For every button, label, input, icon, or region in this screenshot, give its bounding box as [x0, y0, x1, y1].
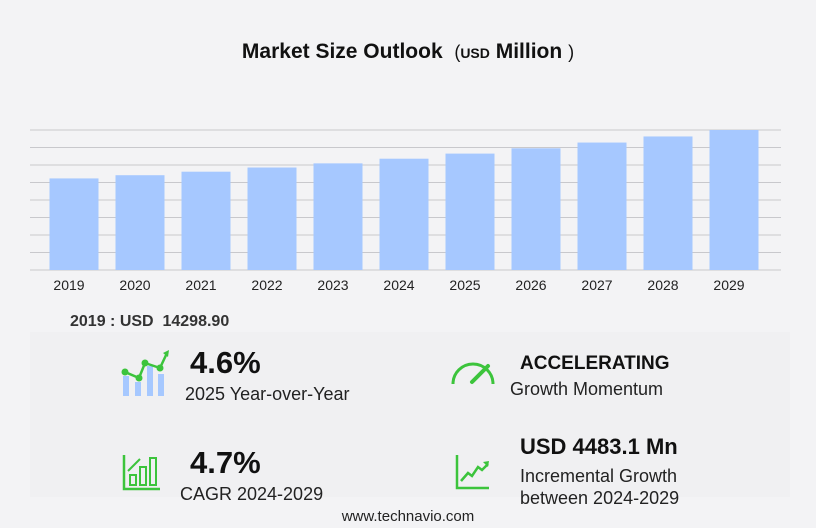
- bar-2028: [643, 136, 693, 270]
- x-tick-label: 2023: [317, 277, 348, 293]
- x-tick-label: 2026: [515, 277, 546, 293]
- base-year-value: 2019 : USD 14298.90: [70, 313, 230, 330]
- bar-2029: [709, 130, 759, 270]
- bar-2022: [247, 167, 297, 270]
- bar-2027: [577, 142, 627, 270]
- incremental-label: Incremental Growth: [520, 466, 678, 486]
- bar-2024: [379, 158, 429, 270]
- bar-2021: [181, 171, 231, 270]
- x-tick-label: 2019: [53, 277, 84, 293]
- growth-chart-icon: [121, 350, 169, 396]
- x-tick-label: 2020: [119, 277, 150, 293]
- chart-title: Market Size Outlook (USD Million ): [241, 40, 575, 63]
- momentum-label: Growth Momentum: [510, 379, 664, 399]
- speedometer-icon: [451, 362, 495, 385]
- momentum-value: ACCELERATING: [520, 353, 670, 374]
- x-tick-label: 2027: [581, 277, 612, 293]
- cagr-label: CAGR 2024-2029: [180, 484, 324, 504]
- bar-2026: [511, 148, 561, 270]
- footer-url: www.technavio.com: [341, 508, 475, 525]
- yoy-label: 2025 Year-over-Year: [185, 384, 350, 404]
- x-tick-label: 2025: [449, 277, 480, 293]
- incremental-value: USD 4483.1 Mn: [520, 434, 678, 459]
- yoy-value: 4.6%: [190, 345, 261, 380]
- bar-2019: [49, 178, 99, 270]
- bar-growth-icon: [122, 455, 160, 491]
- x-tick-label: 2024: [383, 277, 414, 293]
- bar-2025: [445, 153, 495, 270]
- bar-2023: [313, 163, 363, 270]
- x-tick-label: 2028: [647, 277, 678, 293]
- x-tick-label: 2022: [251, 277, 282, 293]
- bar-2020: [115, 175, 165, 270]
- bar-chart: 2019 2020 2021 2022 2023 2024 2025 2026 2027 2028…: [30, 129, 781, 293]
- x-tick-label: 2029: [713, 277, 744, 293]
- cagr-value: 4.7%: [190, 445, 261, 480]
- trend-line-icon: [455, 455, 489, 490]
- incremental-period: between 2024-2029: [520, 488, 680, 508]
- x-tick-label: 2021: [185, 277, 216, 293]
